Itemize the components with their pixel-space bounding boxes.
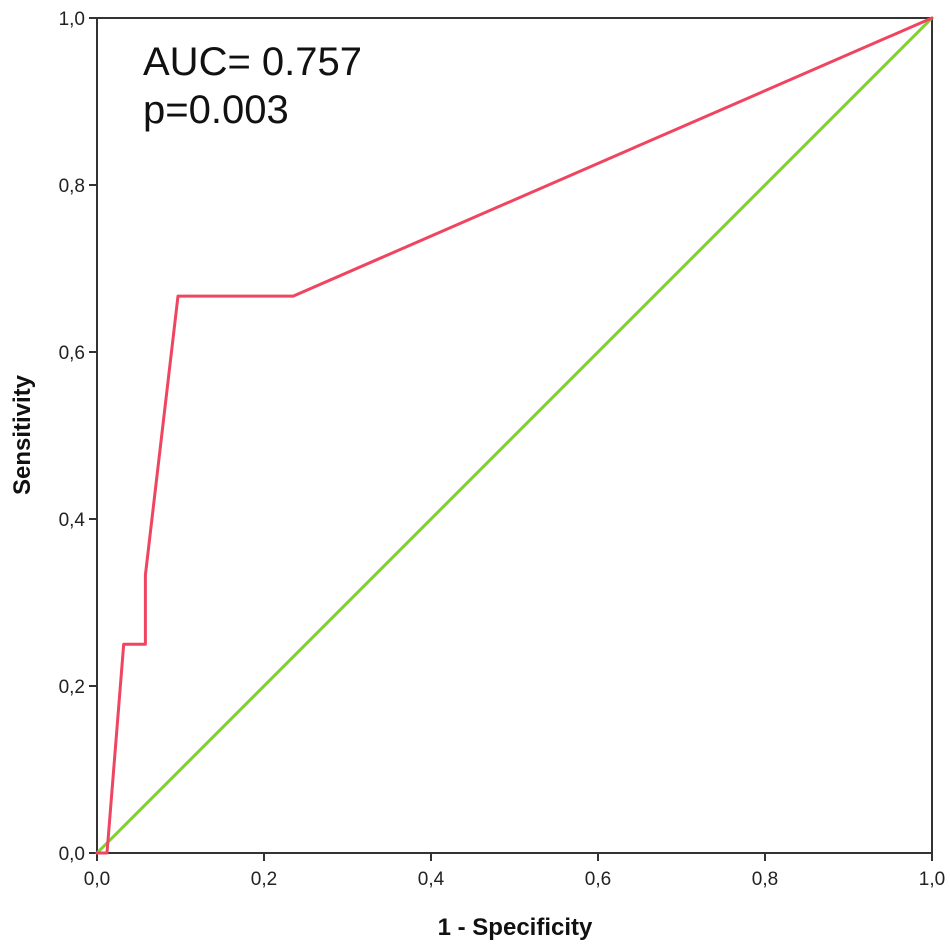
y-axis-ticks: 0,0 0,2 0,4 0,6 0,8 1,0 xyxy=(59,9,97,865)
series-layer xyxy=(95,16,934,855)
x-tick-label: 0,0 xyxy=(84,869,110,890)
auc-annotation: AUC= 0.757 xyxy=(143,40,362,84)
plot-frame xyxy=(96,17,933,854)
x-tick-label: 1,0 xyxy=(919,869,945,890)
y-tick-label: 0,8 xyxy=(59,176,85,197)
y-tick-label: 0,6 xyxy=(59,343,85,364)
y-tick-label: 1,0 xyxy=(59,9,85,30)
x-tick-label: 0,2 xyxy=(251,869,277,890)
y-tick-label: 0,0 xyxy=(59,844,85,865)
y-tick-label: 0,2 xyxy=(59,677,85,698)
y-tick-label: 0,4 xyxy=(59,510,86,531)
y-axis-title: Sensitivity xyxy=(9,374,36,495)
x-tick-label: 0,6 xyxy=(585,869,611,890)
reference-diagonal-line xyxy=(95,16,934,855)
roc-curve-line xyxy=(95,16,934,855)
x-axis-ticks: 0,0 0,2 0,4 0,6 0,8 1,0 xyxy=(84,853,945,890)
p-value-annotation: p=0.003 xyxy=(143,88,289,132)
x-axis-title: 1 - Specificity xyxy=(438,914,593,941)
x-tick-label: 0,4 xyxy=(418,869,445,890)
x-tick-label: 0,8 xyxy=(752,869,778,890)
